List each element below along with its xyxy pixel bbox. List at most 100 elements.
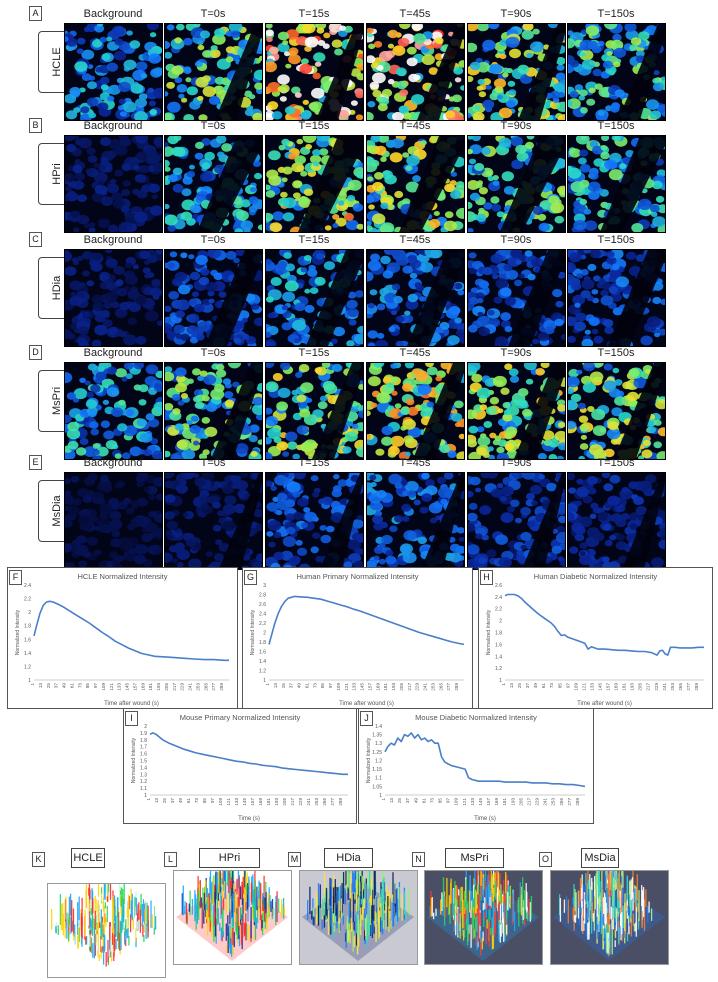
cell-blob [388, 79, 395, 84]
cell-blob [493, 180, 500, 186]
cell-blob [282, 40, 288, 45]
timepoint-label: Background [63, 8, 163, 20]
cell-blob [227, 482, 233, 487]
cell-blob [77, 292, 85, 298]
x-tick-label: 193 [630, 683, 635, 691]
cell-blob [320, 535, 331, 544]
x-tick-label: 37 [405, 798, 410, 804]
cell-blob [595, 83, 603, 89]
x-tick-label: 205 [638, 683, 643, 691]
heatmap-image [65, 473, 162, 569]
cell-blob [183, 38, 192, 46]
cell-blob [538, 214, 547, 221]
cell-blob [399, 106, 408, 113]
cell-blob [283, 167, 293, 175]
cell-blob [172, 394, 181, 401]
cell-blob [348, 180, 362, 191]
timepoint-label: T=90s [466, 347, 566, 359]
cell-blob [214, 273, 223, 280]
cell-blob [590, 503, 598, 510]
cell-blob [379, 51, 392, 62]
timepoint-label: T=150s [566, 120, 666, 132]
cell-blob [195, 153, 204, 160]
cell-blob [413, 33, 426, 43]
cell-blob [187, 86, 198, 95]
cell-blob [118, 82, 131, 92]
cell-blob [477, 447, 487, 455]
cell-blob [285, 64, 291, 69]
cell-blob [233, 327, 240, 332]
y-tick-label: 2 [263, 631, 266, 637]
cell-blob [400, 407, 410, 415]
cell-blob [100, 475, 109, 482]
cell-blob [141, 533, 152, 542]
cell-blob [139, 384, 149, 392]
x-tick-label: 133 [470, 798, 475, 806]
cell-blob [647, 316, 661, 327]
cell-blob [430, 518, 437, 524]
cell-blob [605, 540, 613, 546]
surface-title: HCLE [71, 848, 105, 868]
series-line [385, 733, 585, 787]
cell-blob [282, 322, 292, 330]
cell-blob [601, 145, 608, 150]
cell-blob [150, 109, 158, 115]
cell-blob [293, 192, 301, 198]
timepoint-label: T=15s [264, 347, 364, 359]
microscopy-frame [265, 249, 364, 347]
cell-blob [579, 555, 592, 565]
cell-blob [586, 25, 599, 36]
microscopy-frame [265, 472, 364, 570]
cell-blob [616, 541, 627, 550]
cell-blob [333, 485, 342, 492]
cell-blob [89, 112, 97, 118]
cell-blob [375, 146, 387, 155]
cell-blob [107, 184, 120, 194]
cell-blob [581, 290, 591, 298]
cell-blob [571, 282, 582, 290]
x-tick-label: 13 [38, 683, 43, 689]
cell-blob [85, 381, 91, 386]
series-line [505, 595, 704, 656]
cell-blob [435, 376, 442, 381]
cell-blob [379, 559, 386, 565]
cell-blob [311, 546, 319, 553]
cell-blob [578, 403, 586, 410]
cell-blob [154, 383, 161, 389]
x-tick-label: 121 [226, 798, 231, 806]
cell-blob [311, 475, 319, 481]
cell-blob [312, 492, 319, 498]
cell-blob [101, 84, 109, 90]
timepoint-label: T=45s [365, 457, 465, 469]
cell-blob [88, 155, 98, 163]
cell-blob [574, 303, 580, 308]
cell-blob [514, 280, 522, 287]
cell-blob [283, 536, 296, 547]
cell-blob [582, 59, 595, 69]
cell-blob [517, 65, 529, 74]
x-tick-label: 97 [93, 683, 98, 689]
x-tick-label: 205 [399, 683, 404, 691]
x-tick-label: 109 [101, 683, 106, 691]
y-tick-label: 1.1 [375, 776, 382, 782]
cell-blob [98, 181, 104, 186]
cell-blob [394, 191, 403, 198]
cell-blob [87, 148, 96, 155]
cell-blob [146, 364, 159, 374]
series-line [34, 601, 229, 660]
cell-blob [73, 180, 85, 189]
x-tick-label: 1 [265, 683, 270, 686]
y-tick-label: 1.4 [140, 765, 147, 771]
cell-blob [411, 94, 424, 105]
microscopy-frame [467, 472, 566, 570]
cell-blob [509, 49, 521, 59]
cell-blob [647, 426, 656, 433]
cell-blob [587, 476, 598, 485]
cell-blob [120, 543, 132, 552]
cell-blob [391, 138, 404, 148]
cell-blob [103, 400, 109, 405]
cell-blob [281, 139, 289, 146]
cell-blob [70, 292, 77, 297]
cell-blob [491, 254, 504, 264]
cell-blob [205, 427, 218, 437]
